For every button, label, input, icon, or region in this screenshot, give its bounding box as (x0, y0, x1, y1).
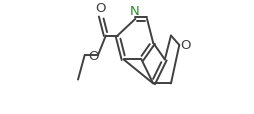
Text: O: O (180, 39, 190, 52)
Text: O: O (88, 49, 99, 62)
Text: N: N (130, 5, 140, 18)
Text: O: O (96, 2, 106, 15)
